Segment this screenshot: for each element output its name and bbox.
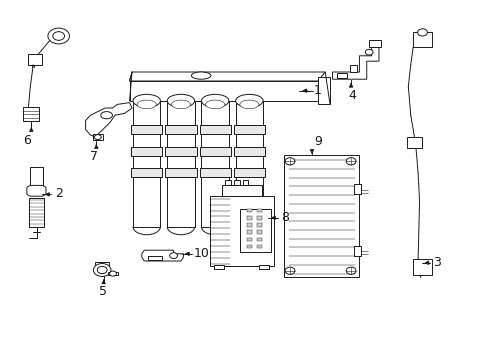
Bar — [167, 101, 194, 227]
Bar — [165, 147, 196, 156]
Bar — [107, 272, 118, 275]
Bar — [406, 137, 422, 148]
Bar — [30, 167, 42, 187]
Ellipse shape — [285, 267, 294, 274]
Ellipse shape — [53, 32, 64, 40]
Text: 8: 8 — [280, 211, 288, 224]
Text: 6: 6 — [23, 134, 31, 147]
Ellipse shape — [235, 94, 263, 107]
Bar — [222, 185, 261, 196]
Bar — [337, 73, 346, 78]
Bar — [199, 147, 230, 156]
Ellipse shape — [97, 266, 107, 274]
Bar — [256, 245, 261, 248]
Bar — [256, 230, 261, 234]
Ellipse shape — [137, 100, 156, 109]
Bar — [246, 216, 251, 220]
Bar — [129, 81, 317, 101]
Text: 7: 7 — [90, 150, 98, 163]
Ellipse shape — [167, 94, 194, 107]
Polygon shape — [142, 250, 183, 261]
Bar — [165, 125, 196, 134]
Polygon shape — [85, 103, 132, 137]
Ellipse shape — [205, 100, 224, 109]
Bar — [199, 168, 230, 177]
Bar — [246, 230, 251, 234]
Bar — [283, 155, 359, 277]
Bar — [131, 125, 162, 134]
Text: 4: 4 — [347, 89, 355, 102]
Bar — [28, 54, 42, 65]
Bar — [412, 259, 431, 275]
Ellipse shape — [417, 29, 427, 36]
Bar — [239, 209, 271, 252]
Bar — [233, 168, 264, 177]
Bar — [353, 246, 361, 256]
Ellipse shape — [109, 271, 116, 276]
Bar — [317, 77, 329, 104]
Ellipse shape — [191, 72, 210, 79]
Bar — [233, 180, 239, 185]
Bar — [95, 262, 109, 270]
Bar — [246, 209, 251, 212]
Bar — [242, 180, 248, 185]
Bar — [131, 147, 162, 156]
Text: 2: 2 — [55, 187, 62, 200]
Ellipse shape — [365, 49, 372, 55]
Bar — [353, 184, 361, 194]
Ellipse shape — [346, 267, 355, 274]
Ellipse shape — [171, 100, 190, 109]
Bar — [29, 198, 44, 227]
Bar — [131, 168, 162, 177]
Bar — [246, 238, 251, 241]
Bar — [23, 107, 39, 121]
Bar — [256, 209, 261, 212]
Ellipse shape — [201, 94, 228, 107]
Ellipse shape — [93, 264, 111, 276]
Bar — [224, 180, 230, 185]
Polygon shape — [332, 45, 378, 79]
Bar — [412, 32, 431, 47]
Bar — [233, 125, 264, 134]
Polygon shape — [129, 72, 325, 81]
Ellipse shape — [133, 94, 160, 107]
Bar — [165, 168, 196, 177]
Text: 9: 9 — [314, 135, 322, 148]
Ellipse shape — [101, 112, 112, 119]
Bar — [246, 245, 251, 248]
Text: 10: 10 — [193, 247, 209, 260]
Text: 3: 3 — [432, 256, 440, 269]
Bar — [246, 223, 251, 227]
Ellipse shape — [169, 253, 177, 258]
Bar — [349, 65, 356, 72]
Bar — [210, 196, 273, 266]
Bar — [214, 265, 224, 269]
Bar — [256, 238, 261, 241]
Ellipse shape — [285, 158, 294, 165]
Bar — [233, 147, 264, 156]
Bar — [93, 134, 102, 140]
Text: 1: 1 — [313, 84, 321, 96]
Ellipse shape — [239, 100, 259, 109]
Ellipse shape — [346, 158, 355, 165]
Bar — [235, 101, 263, 227]
Bar — [256, 216, 261, 220]
Bar — [259, 265, 268, 269]
Bar — [133, 101, 160, 227]
Bar — [201, 101, 228, 227]
Ellipse shape — [94, 135, 101, 140]
Bar — [199, 125, 230, 134]
Bar — [256, 223, 261, 227]
Polygon shape — [27, 185, 46, 196]
Text: 5: 5 — [99, 285, 106, 298]
Bar — [368, 40, 381, 47]
Ellipse shape — [48, 28, 69, 44]
Bar — [147, 256, 162, 260]
